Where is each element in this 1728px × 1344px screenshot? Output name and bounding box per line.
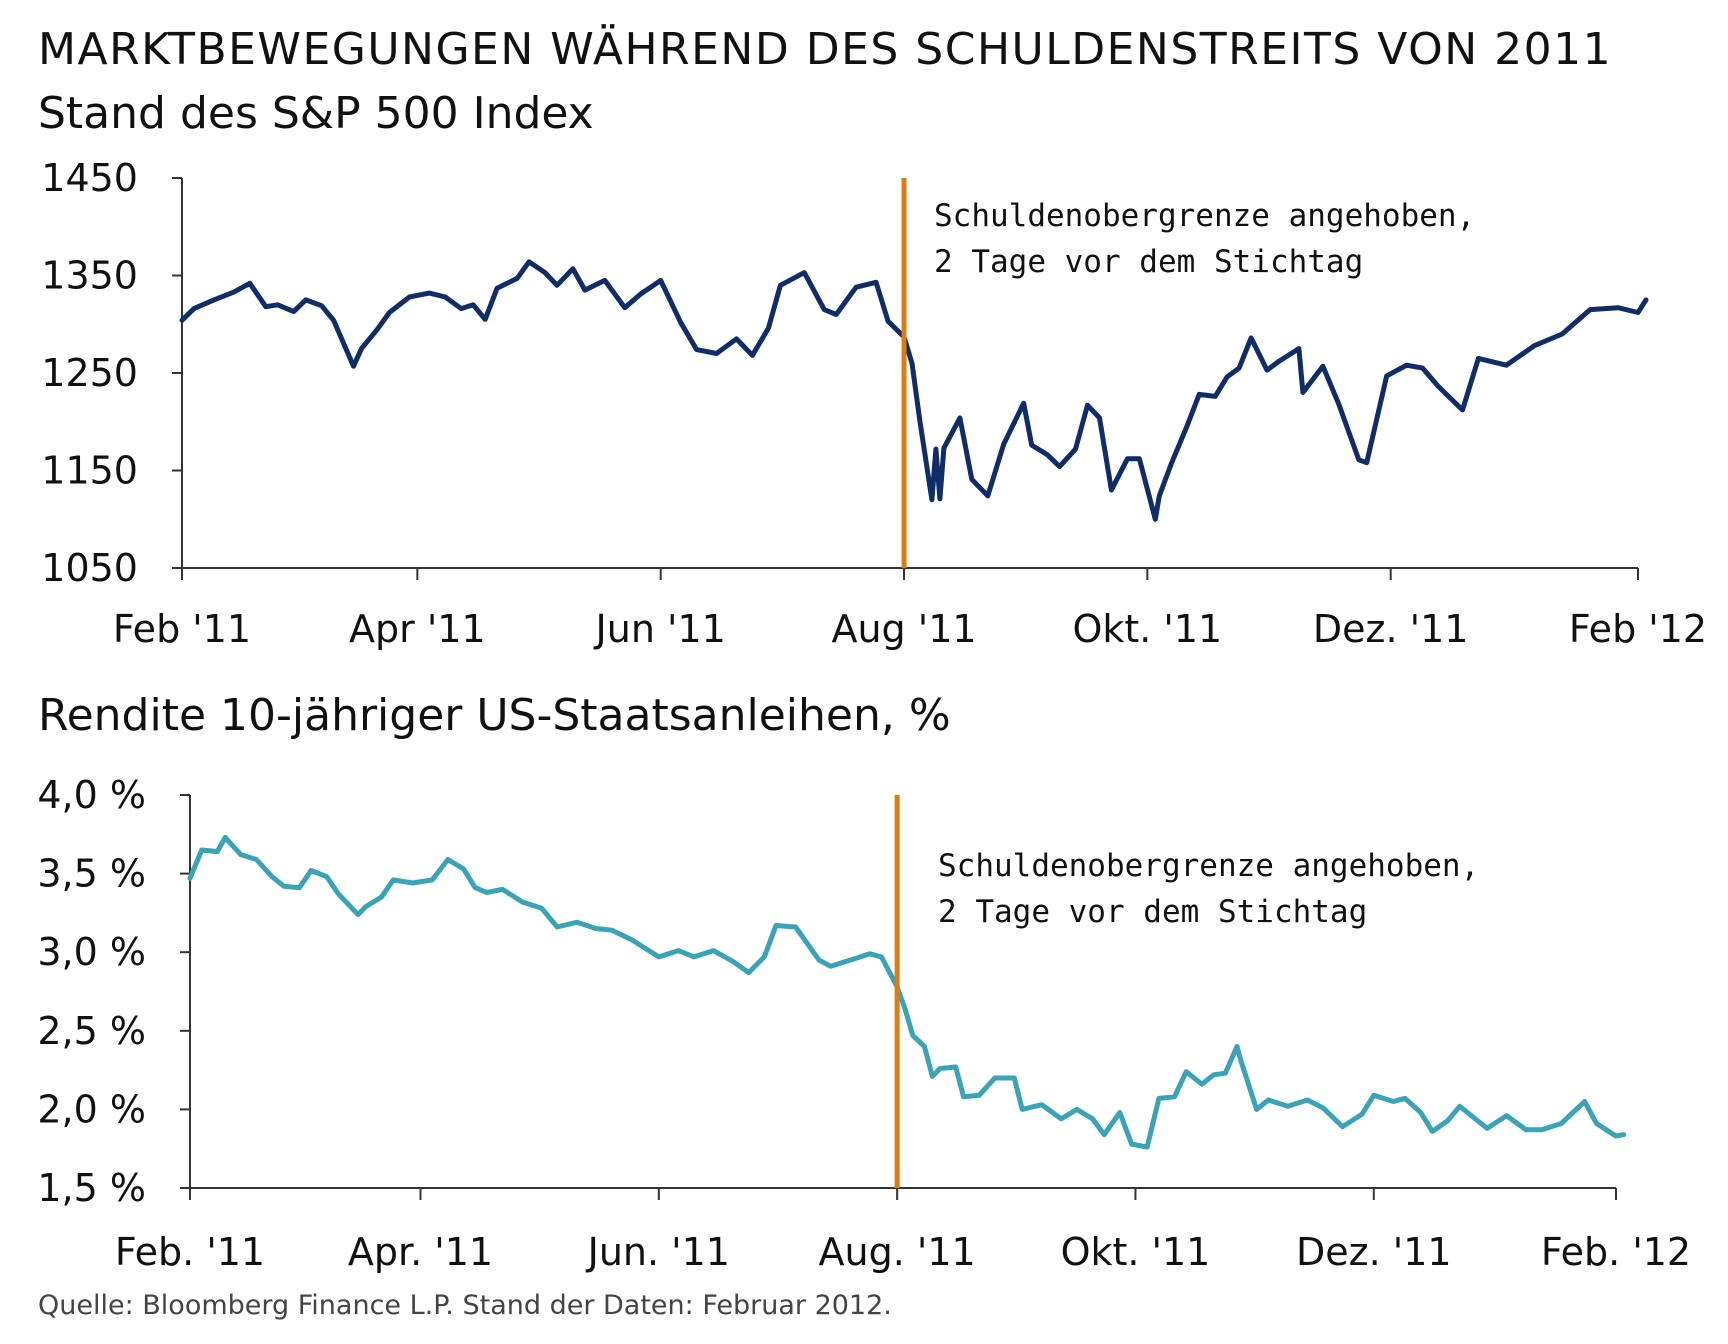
x-tick-label: Feb. '12 xyxy=(1541,1230,1691,1274)
x-tick-label: Okt. '11 xyxy=(1072,607,1222,651)
y-tick-label: 2,5 % xyxy=(37,1009,146,1053)
x-tick-label: Dez. '11 xyxy=(1313,607,1469,651)
x-tick-label: Feb '11 xyxy=(113,607,251,651)
y-tick-label: 1350 xyxy=(41,254,138,298)
x-tick-label: Feb '12 xyxy=(1569,607,1707,651)
sp500-chart: 1450 1350 1250 1150 1050 Feb '11 Apr '11 Jun '1… xyxy=(41,160,1707,651)
x-tick-label: Aug '11 xyxy=(831,607,976,651)
y-tick-label: 4,0 % xyxy=(37,773,146,817)
y-tick-label: 1050 xyxy=(41,546,138,590)
x-tick-label: Feb. '11 xyxy=(115,1230,265,1274)
x-tick-label: Apr. '11 xyxy=(348,1230,493,1274)
yield-chart: 4,0 % 3,5 % 3,0 % 2,5 % 2,0 % 1,5 % Feb. '11 Ap… xyxy=(37,773,1691,1274)
source-note: Quelle: Bloomberg Finance L.P. Stand der… xyxy=(38,1290,892,1321)
y-tick-label: 1,5 % xyxy=(37,1166,146,1210)
main-title: MARKTBEWEGUNGEN WÄHREND DES SCHULDENSTRE… xyxy=(38,24,1613,75)
series-line xyxy=(179,259,1649,522)
x-tick-label: Jun. '11 xyxy=(586,1230,730,1274)
annotation-text: Schuldenobergrenze angehoben, xyxy=(934,198,1475,234)
x-tick-label: Apr '11 xyxy=(349,607,486,651)
y-tick-label: 1450 xyxy=(41,160,138,200)
y-tick-label: 3,5 % xyxy=(37,852,146,896)
x-tick-label: Dez. '11 xyxy=(1296,1230,1452,1274)
annotation-text: 2 Tage vor dem Stichtag xyxy=(938,894,1367,930)
x-tick-label: Jun '11 xyxy=(594,607,726,651)
x-tick-label: Aug. '11 xyxy=(819,1230,976,1274)
series-line xyxy=(187,834,1627,1150)
y-tick-label: 2,0 % xyxy=(37,1087,146,1131)
y-tick-label: 3,0 % xyxy=(37,930,146,974)
annotation-text: 2 Tage vor dem Stichtag xyxy=(934,244,1363,280)
x-tick-label: Okt. '11 xyxy=(1061,1230,1211,1274)
annotation-text: Schuldenobergrenze angehoben, xyxy=(938,848,1479,884)
yield-chart-title: Rendite 10-jähriger US-Staatsanleihen, % xyxy=(38,690,951,741)
y-tick-label: 1250 xyxy=(41,351,138,395)
sp500-chart-title: Stand des S&P 500 Index xyxy=(38,88,594,139)
y-tick-label: 1150 xyxy=(41,449,138,493)
